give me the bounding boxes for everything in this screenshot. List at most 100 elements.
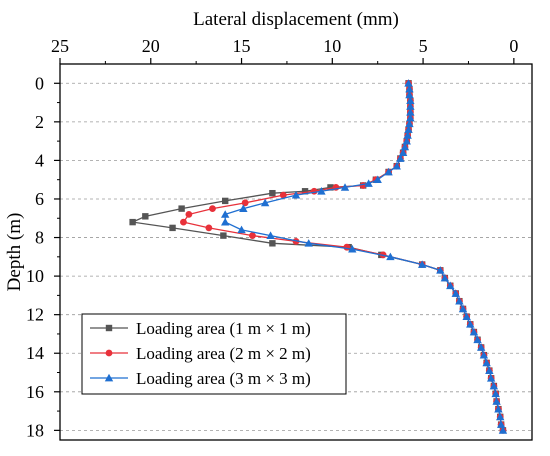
x-tick-label: 0 <box>509 36 518 56</box>
legend-label: Loading area (2 m × 2 m) <box>136 344 311 363</box>
data-point-triangle <box>221 210 230 218</box>
x-tick-label: 20 <box>142 36 160 56</box>
data-point-triangle <box>458 304 468 313</box>
data-point-circle <box>249 232 256 240</box>
plot-area-frame <box>59 63 533 441</box>
data-point-triangle <box>479 350 489 359</box>
legend-box <box>81 313 347 395</box>
data-point-circle <box>310 187 318 195</box>
y-tick-label: 10 <box>26 266 44 286</box>
data-series <box>129 79 508 434</box>
data-point-square <box>220 232 227 239</box>
legend-label: Loading area (1 m × 1 m) <box>136 319 311 338</box>
data-point-triangle <box>485 366 494 374</box>
legend-item: Loading area (2 m × 2 m) <box>90 344 311 363</box>
data-point-triangle <box>489 381 499 390</box>
y-tick-label: 4 <box>35 150 44 170</box>
data-point-triangle <box>364 179 373 187</box>
data-point-triangle <box>404 125 413 133</box>
data-point-triangle <box>317 187 326 195</box>
data-point-triangle <box>462 312 471 320</box>
data-point-triangle <box>291 190 301 199</box>
data-point-triangle <box>476 343 486 351</box>
data-point-triangle <box>455 296 464 305</box>
data-point-square <box>129 218 136 226</box>
y-tick-label: 18 <box>26 420 44 440</box>
data-point-triangle <box>373 175 382 184</box>
data-point-triangle <box>304 239 313 247</box>
data-point-square <box>327 184 334 191</box>
data-point-circle <box>105 349 113 357</box>
data-point-circle <box>205 224 213 232</box>
y-tick-label: 6 <box>35 189 44 209</box>
series-3 <box>221 79 508 434</box>
data-point-square <box>269 189 276 197</box>
data-point-triangle <box>405 90 414 99</box>
data-point-triangle <box>491 389 500 398</box>
data-point-square <box>178 205 185 212</box>
y-tick-label: 2 <box>35 112 44 132</box>
legend-item: Loading area (3 m × 3 m) <box>90 369 311 388</box>
data-point-triangle <box>492 397 501 405</box>
data-point-triangle <box>473 335 482 344</box>
data-point-triangle <box>496 420 506 428</box>
data-point-triangle <box>396 154 405 162</box>
data-point-triangle <box>386 252 395 261</box>
data-point-triangle <box>405 84 414 93</box>
data-point-triangle <box>466 320 475 328</box>
data-point-triangle <box>406 96 415 104</box>
legend-label: Loading area (3 m × 3 m) <box>136 369 311 388</box>
data-point-triangle <box>406 102 415 110</box>
data-point-circle <box>343 243 351 251</box>
data-point-square <box>142 213 149 220</box>
data-point-circle <box>185 211 193 218</box>
data-point-circle <box>241 199 249 207</box>
data-point-triangle <box>402 136 411 145</box>
data-point-triangle <box>440 273 450 282</box>
data-point-triangle <box>260 198 270 207</box>
data-point-triangle <box>266 231 275 239</box>
data-point-circle <box>279 191 287 199</box>
data-point-square <box>301 188 309 195</box>
x-tick-label: 15 <box>233 36 251 56</box>
data-point-triangle <box>406 108 415 116</box>
data-point-triangle <box>405 119 414 128</box>
legend-item: Loading area (1 m × 1 m) <box>90 319 311 338</box>
data-point-circle <box>180 218 187 226</box>
data-point-triangle <box>496 412 505 421</box>
data-point-triangle <box>392 161 401 170</box>
data-point-circle <box>209 205 216 213</box>
data-point-triangle <box>403 131 412 139</box>
x-tick-label: 10 <box>323 36 341 56</box>
data-point-square <box>105 324 113 332</box>
y-tick-label: 14 <box>26 343 44 363</box>
legend: Loading area (1 m × 1 m) Loading area (2 … <box>81 313 347 395</box>
data-point-triangle <box>446 281 455 290</box>
data-point-triangle <box>469 327 479 336</box>
data-point-triangle <box>398 148 408 157</box>
data-point-triangle <box>498 426 508 434</box>
y-axis-ticks: 0 2 4 6 8 10 12 14 16 18 <box>26 73 60 440</box>
data-point-triangle <box>404 79 413 87</box>
y-axis-title: Depth (m) <box>4 213 25 292</box>
data-point-triangle <box>406 113 415 122</box>
x-axis-title: Lateral displacement (mm) <box>193 9 399 30</box>
y-tick-label: 16 <box>26 382 44 402</box>
data-point-square <box>169 224 176 232</box>
data-point-triangle <box>348 244 357 253</box>
data-point-triangle <box>384 167 393 176</box>
data-point-triangle <box>417 260 427 268</box>
data-point-triangle <box>221 217 230 226</box>
data-point-triangle <box>494 404 503 413</box>
data-point-triangle <box>436 266 445 274</box>
data-point-triangle <box>104 373 114 382</box>
y-tick-label: 8 <box>35 228 44 248</box>
data-point-square <box>269 240 276 247</box>
y-tick-label: 12 <box>26 305 44 325</box>
data-point-triangle <box>482 358 491 367</box>
x-axis-ticks: 25 20 15 10 5 0 <box>51 36 518 64</box>
data-point-triangle <box>486 374 496 382</box>
x-tick-label: 25 <box>51 36 69 56</box>
x-tick-label: 5 <box>419 36 428 56</box>
